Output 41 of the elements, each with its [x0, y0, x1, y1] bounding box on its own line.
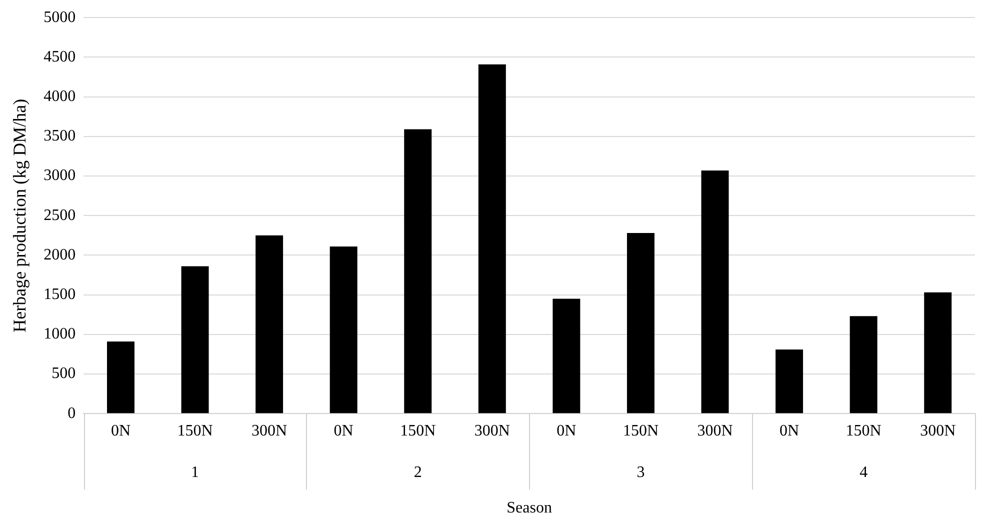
- x-tick-label: 0N: [334, 422, 354, 440]
- bar: [256, 235, 284, 414]
- text: 2: [414, 464, 422, 481]
- x-tick-label: 0N: [556, 422, 577, 440]
- y-tick-label: 500: [52, 365, 76, 382]
- x-tick-label: 0N: [110, 422, 131, 440]
- bar: [404, 129, 432, 414]
- x-tick-label: 300N: [697, 422, 734, 440]
- y-tick-label: 2000: [44, 246, 76, 264]
- y-tick-label: 0: [68, 404, 76, 422]
- bar: [181, 266, 209, 414]
- y-tick-label: 1500: [44, 286, 76, 304]
- bar: [701, 170, 729, 414]
- x-tick-label: 300N: [252, 422, 288, 440]
- y-tick-label: 1000: [44, 326, 76, 343]
- bar: [552, 298, 580, 414]
- y-tick-label: 4500: [44, 48, 76, 66]
- bar: [107, 342, 134, 414]
- bar: [776, 349, 804, 414]
- bar: [626, 233, 654, 414]
- bar: [924, 292, 952, 414]
- bar: [330, 246, 358, 414]
- x-tick-label: 0N: [780, 422, 800, 440]
- x-tick-label: 150N: [177, 422, 214, 440]
- y-tick-label: 3000: [44, 167, 76, 184]
- y-tick-label: 4000: [44, 88, 76, 106]
- y-axis-title: Herbage production (kg DM/ha): [10, 98, 30, 332]
- x-tick-label: 150N: [400, 422, 436, 440]
- x-tick-label: 300N: [474, 422, 510, 440]
- y-tick-label: 2500: [44, 206, 76, 224]
- text: 4: [860, 464, 868, 481]
- text: 1: [191, 464, 200, 481]
- y-tick-label: 3500: [44, 128, 76, 145]
- bar: [850, 316, 878, 414]
- x-tick-label: 300N: [920, 422, 956, 440]
- text: 3: [636, 464, 645, 481]
- x-axis-title: Season: [506, 500, 552, 517]
- x-tick-label: 150N: [622, 422, 659, 440]
- x-tick-label: 150N: [846, 422, 882, 440]
- y-tick-label: 5000: [44, 8, 76, 26]
- bar: [478, 64, 506, 414]
